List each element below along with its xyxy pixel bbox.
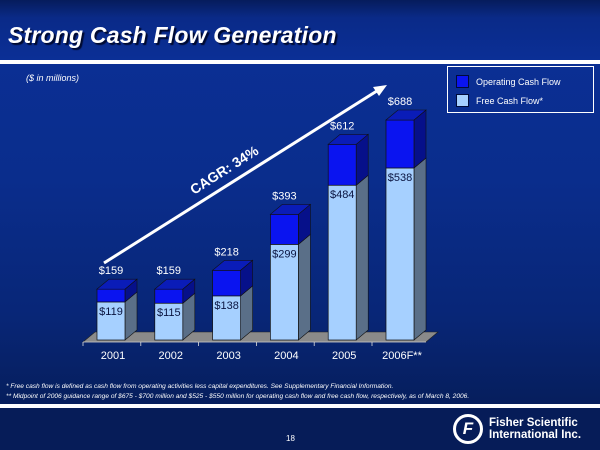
bar-side-free [298, 233, 311, 341]
bar-free-cash-flow [96, 301, 126, 341]
legend-item-operating: Operating Cash Flow [456, 75, 561, 88]
bar-top [153, 278, 196, 290]
footnote-guidance: ** Midpoint of 2006 guidance range of $6… [6, 393, 470, 400]
label-operating-cash-flow: $218 [214, 246, 238, 258]
bar-operating-cash-flow [385, 119, 415, 169]
page-title: Strong Cash Flow Generation [8, 22, 337, 48]
legend-swatch-operating [456, 75, 469, 88]
bar-group: $159 $115 [153, 265, 196, 341]
bar-free-cash-flow [270, 244, 299, 341]
label-free-cash-flow: $138 [214, 300, 238, 312]
label-free-cash-flow: $299 [272, 248, 296, 260]
logo-text: Fisher Scientific International Inc. [489, 417, 581, 441]
x-tick-label: 2005 [332, 350, 356, 362]
chart-floor [82, 331, 439, 343]
bar-group: $612 $484 [327, 120, 370, 341]
bar-free-cash-flow [385, 167, 415, 341]
legend-label-free: Free Cash Flow* [476, 95, 544, 106]
x-tick-label: 2004 [274, 350, 298, 362]
chart-floor-plane [82, 331, 439, 343]
bar-free-cash-flow [327, 184, 357, 341]
bar-operating-cash-flow [327, 143, 357, 186]
logo-line-1: Fisher Scientific [489, 417, 578, 429]
footer-divider [0, 404, 600, 408]
logo-line-2: International Inc. [489, 429, 582, 441]
bar-free-cash-flow [212, 295, 241, 341]
bar-group: $688 $538 [385, 96, 427, 341]
label-operating-cash-flow: $159 [157, 265, 181, 277]
footer-band [0, 408, 600, 450]
x-axis-ticks: 2001 2002 2003 2004 2005 2006F** [82, 342, 423, 362]
title-divider [0, 60, 600, 64]
legend-label-operating: Operating Cash Flow [476, 76, 561, 87]
label-operating-cash-flow: $688 [388, 96, 412, 108]
bar-operating-cash-flow [96, 288, 126, 303]
units-label: ($ in millions) [26, 73, 80, 83]
label-operating-cash-flow: $612 [330, 120, 354, 132]
footnotes: * Free cash flow is defined as cash flow… [6, 382, 469, 402]
label-free-cash-flow: $538 [388, 172, 412, 184]
bar-side-free [413, 157, 427, 341]
bar-group: $393 $299 [269, 190, 312, 341]
label-free-cash-flow: $115 [157, 307, 181, 319]
bar-top [327, 134, 370, 145]
label-operating-cash-flow: $159 [99, 265, 123, 277]
bar-free-cash-flow [154, 302, 184, 341]
cagr-arrow-head [373, 85, 387, 96]
x-tick-label: 2006F** [382, 350, 422, 362]
bar-top [211, 259, 254, 271]
legend: Operating Cash Flow Free Cash Flow* [447, 66, 594, 113]
fisher-logo-icon: F [453, 414, 483, 444]
bars: $159 $119 $159 $115 $218 $138 $393 $299 $612 $484… [96, 96, 427, 341]
label-free-cash-flow: $484 [330, 189, 354, 201]
x-tick-label: 2002 [159, 350, 183, 362]
label-operating-cash-flow: $393 [272, 190, 296, 202]
bar-group: $218 $138 [211, 246, 254, 341]
company-logo: F Fisher Scientific International Inc. [453, 414, 581, 444]
bar-top [96, 278, 138, 290]
footnote-free-cash-flow: * Free cash flow is defined as cash flow… [6, 383, 394, 390]
page-number: 18 [286, 434, 295, 443]
label-free-cash-flow: $119 [99, 306, 123, 318]
bar-group: $159 $119 [96, 265, 138, 341]
legend-swatch-free [456, 94, 469, 107]
bar-side-free [355, 174, 369, 341]
bar-top [269, 204, 312, 215]
bar-operating-cash-flow [212, 269, 241, 297]
cagr-arrow-line [103, 87, 381, 265]
legend-item-free: Free Cash Flow* [456, 94, 543, 107]
title-band [0, 0, 600, 60]
bar-operating-cash-flow [154, 288, 184, 304]
x-tick-label: 2003 [216, 350, 240, 362]
bar-operating-cash-flow [270, 213, 299, 245]
x-tick-label: 2001 [101, 350, 125, 362]
bar-top [385, 109, 427, 121]
